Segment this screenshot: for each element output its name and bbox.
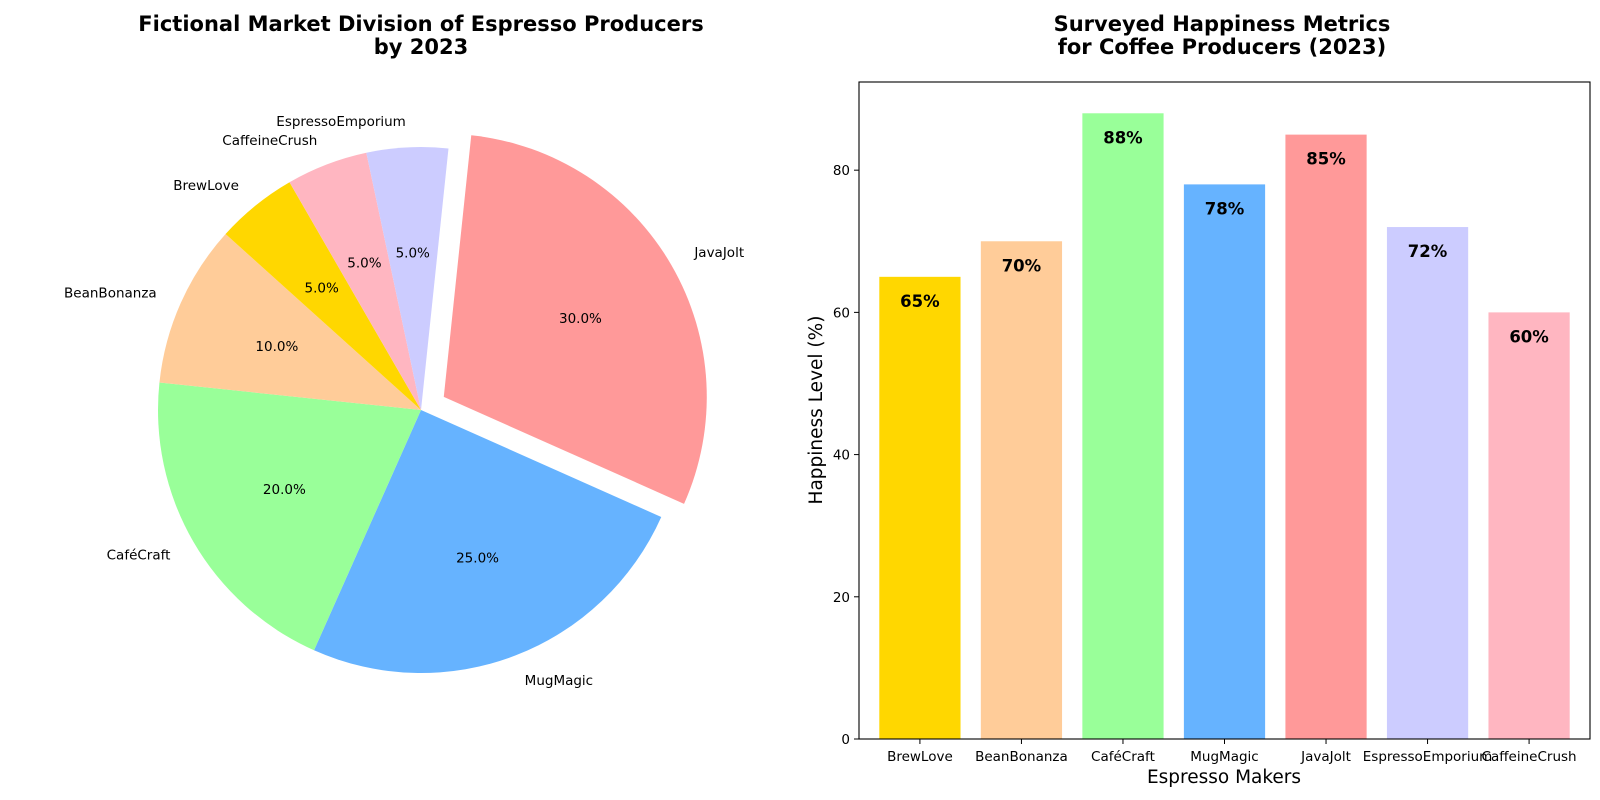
bar-value-label: 70% (1002, 256, 1042, 275)
bar-value-label: 72% (1408, 242, 1448, 261)
pie-title-line-1: Fictional Market Division of Espresso Pr… (138, 12, 703, 36)
pie-label: EspressoEmporium (276, 114, 406, 130)
x-tick-label: MugMagic (1190, 749, 1258, 765)
pie-percent-label: 10.0% (255, 339, 298, 355)
pie-label: CaféCraft (107, 548, 171, 564)
pie-slice-7 (366, 147, 449, 410)
bar (1183, 184, 1266, 739)
pie-percent-label: 5.0% (305, 280, 339, 296)
x-tick-label: CaffeineCrush (1482, 749, 1577, 765)
pie-label: BeanBonanza (64, 285, 157, 301)
pie-slice-5 (225, 182, 421, 410)
pie-percent-label: 25.0% (456, 550, 499, 566)
y-tick-label: 20 (833, 590, 850, 606)
bar-value-label: 65% (900, 292, 940, 311)
bar (980, 241, 1063, 740)
bar (1285, 134, 1367, 739)
pie-slice-4 (159, 234, 421, 410)
pie-percent-label: 5.0% (396, 245, 430, 261)
bar (1386, 227, 1469, 739)
x-tick-label: EspressoEmporium (1363, 749, 1493, 765)
bar-value-label: 85% (1306, 150, 1346, 169)
pie-label: BrewLove (173, 178, 239, 194)
x-tick-label: BeanBonanza (975, 749, 1068, 765)
pie-percent-label: 5.0% (347, 256, 381, 272)
plot-frame (858, 81, 1591, 740)
pie-slice-6 (289, 152, 421, 410)
y-axis-label: Happiness Level (%) (806, 316, 827, 505)
pie-label: MugMagic (525, 673, 593, 689)
pie-title-line-2: by 2023 (374, 35, 468, 59)
bar-value-label: 88% (1103, 128, 1143, 147)
pie-chart: Fictional Market Division of Espresso Pr… (64, 12, 744, 689)
pie-label: JavaJolt (693, 245, 744, 261)
y-tick-label: 60 (833, 305, 850, 321)
pie-slice-3 (158, 382, 421, 651)
bar-value-label: 78% (1205, 199, 1245, 218)
y-tick-label: 40 (833, 448, 850, 464)
bar (1082, 113, 1164, 740)
pie-slice-1 (443, 135, 707, 504)
bar-value-label: 60% (1509, 327, 1549, 346)
pie-percent-label: 30.0% (559, 311, 602, 327)
bar-marks: 65% BrewLove 70% BeanBonanza 88% CaféCraft 78%… (833, 113, 1577, 765)
pie-percent-label: 20.0% (263, 482, 306, 498)
bar (1488, 312, 1570, 739)
pie-label: CaffeineCrush (222, 133, 317, 149)
x-tick-label: BrewLove (887, 749, 953, 765)
bar-chart: Surveyed Happiness Metrics for Coffee Pr… (806, 12, 1591, 788)
bar (879, 276, 961, 739)
bar-title-line-1: Surveyed Happiness Metrics (1054, 12, 1391, 36)
x-tick-label: JavaJolt (1300, 749, 1351, 765)
pie-slices: JavaJolt 30.0% MugMagic 25.0% CaféCraft 20.0%… (64, 114, 744, 689)
y-tick-label: 0 (841, 732, 850, 748)
y-tick-label: 80 (833, 163, 850, 179)
x-tick-label: CaféCraft (1091, 749, 1155, 765)
pie-slice-2 (314, 410, 662, 673)
bar-title-line-2: for Coffee Producers (2023) (1058, 35, 1387, 59)
x-axis-label: Espresso Makers (1147, 767, 1301, 788)
